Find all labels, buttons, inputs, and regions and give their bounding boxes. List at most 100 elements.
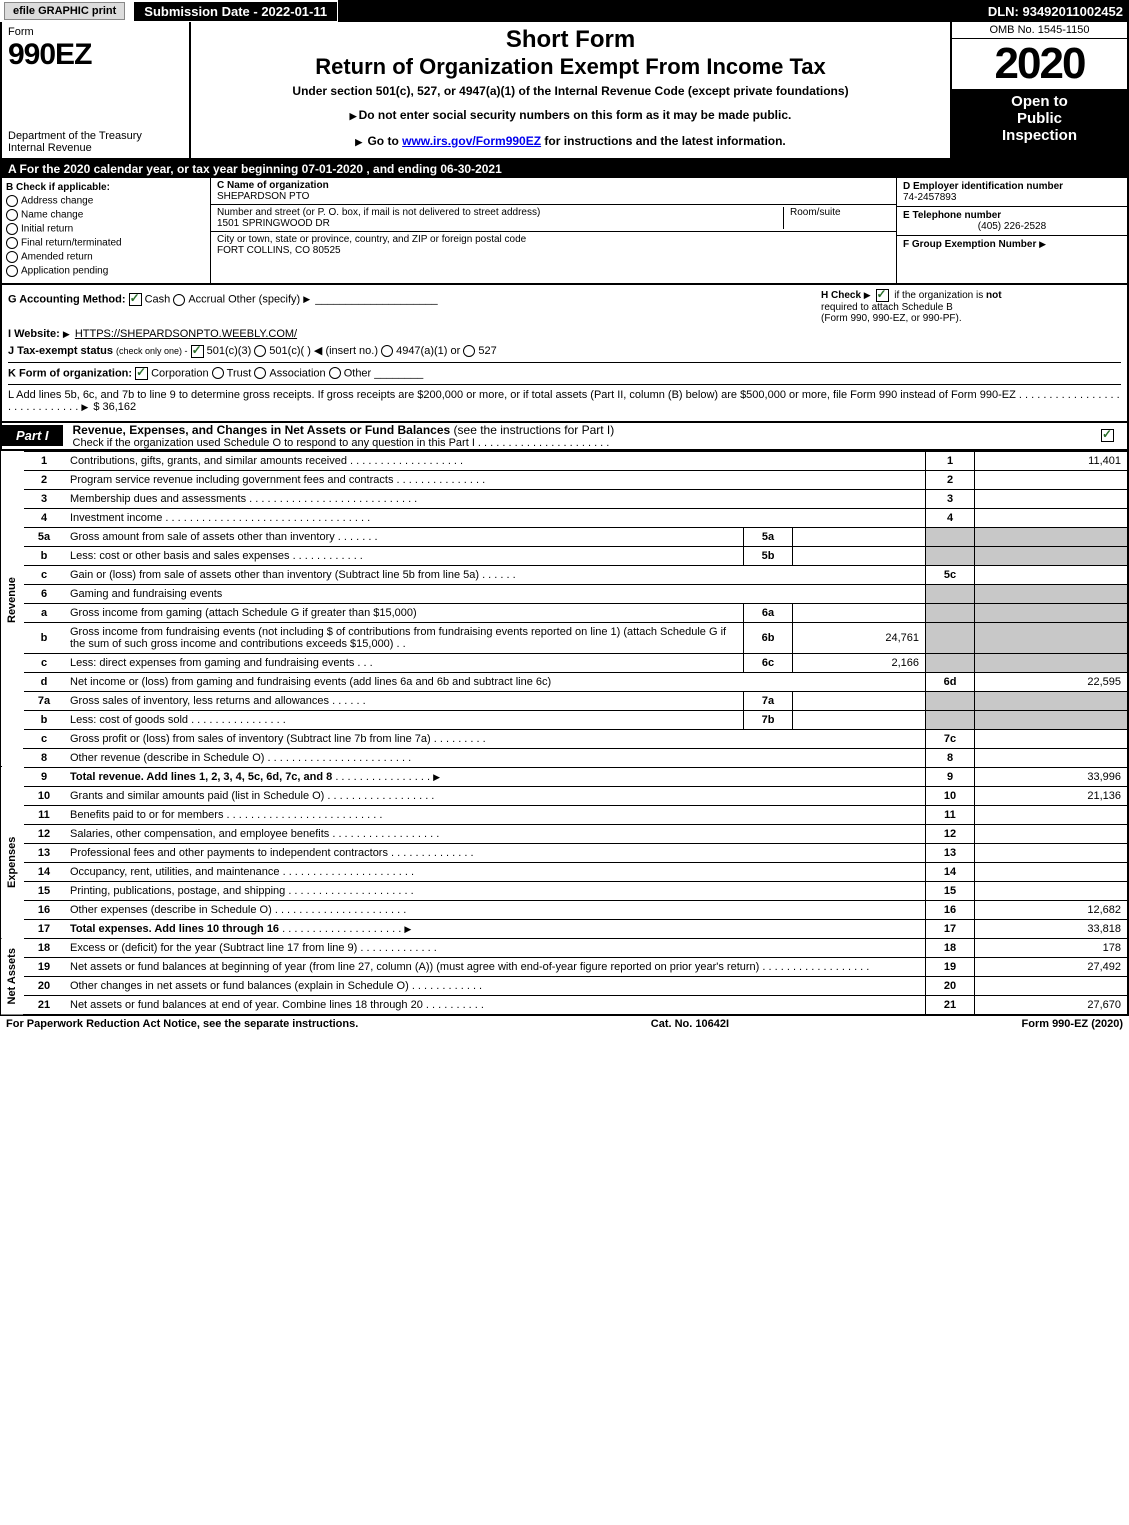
check-corporation[interactable]	[135, 367, 148, 380]
check-application-pending[interactable]: Application pending	[6, 265, 206, 277]
phone-label: E Telephone number	[903, 210, 1121, 221]
table-row: 14 Occupancy, rent, utilities, and maint…	[1, 862, 1128, 881]
omb-number: OMB No. 1545-1150	[952, 22, 1127, 39]
tax-period-bar: A For the 2020 calendar year, or tax yea…	[0, 160, 1129, 178]
arrow-icon	[350, 108, 359, 122]
form-title-main: Return of Organization Exempt From Incom…	[315, 54, 826, 80]
street-address: 1501 SPRINGWOOD DR	[217, 218, 330, 229]
table-row: Net Assets 18 Excess or (deficit) for th…	[1, 938, 1128, 957]
check-name-change[interactable]: Name change	[6, 209, 206, 221]
revenue-side-label: Revenue	[1, 451, 24, 748]
table-row: 15 Printing, publications, postage, and …	[1, 881, 1128, 900]
check-accrual[interactable]	[173, 294, 185, 306]
check-501c[interactable]	[254, 345, 266, 357]
form-subtitle: Under section 501(c), 527, or 4947(a)(1)…	[292, 84, 848, 98]
table-row: 20 Other changes in net assets or fund b…	[1, 976, 1128, 995]
tax-year: 2020	[952, 39, 1127, 89]
inspection-line-3: Inspection	[956, 127, 1123, 144]
check-other-org[interactable]	[329, 367, 341, 379]
line-6d-value: 22,595	[975, 672, 1129, 691]
form-title-short: Short Form	[506, 26, 635, 54]
entity-info-grid: B Check if applicable: Address change Na…	[0, 178, 1129, 285]
line-17-value: 33,818	[975, 919, 1129, 938]
accounting-method-label: G Accounting Method:	[8, 293, 126, 305]
footer-paperwork-notice: For Paperwork Reduction Act Notice, see …	[6, 1018, 358, 1030]
inspection-line-1: Open to	[956, 93, 1123, 110]
website-label: I Website:	[8, 328, 60, 340]
dln-number: DLN: 93492011002452	[988, 4, 1129, 19]
address-label: Number and street (or P. O. box, if mail…	[217, 207, 540, 218]
website-url[interactable]: HTTPS://SHEPARDSONPTO.WEEBLY.COM/	[75, 328, 297, 340]
net-assets-side-label: Net Assets	[1, 938, 24, 1015]
table-row: 7a Gross sales of inventory, less return…	[1, 691, 1128, 710]
line-1-value: 11,401	[975, 451, 1129, 470]
table-row: 9 Total revenue. Add lines 1, 2, 3, 4, 5…	[1, 767, 1128, 786]
table-row: c Gain or (loss) from sale of assets oth…	[1, 565, 1128, 584]
line-10-value: 21,136	[975, 786, 1129, 805]
goto-suffix: for instructions and the latest informat…	[544, 134, 785, 148]
table-row: b Less: cost of goods sold . . . . . . .…	[1, 710, 1128, 729]
city-state-zip: FORT COLLINS, CO 80525	[217, 245, 341, 256]
table-row: 5a Gross amount from sale of assets othe…	[1, 527, 1128, 546]
line-21-value: 27,670	[975, 995, 1129, 1015]
table-row: 17 Total expenses. Add lines 10 through …	[1, 919, 1128, 938]
department-line-2: Internal Revenue	[8, 142, 183, 154]
part-1-label: Part I	[2, 425, 63, 446]
form-header: Form 990EZ Department of the Treasury In…	[0, 22, 1129, 160]
line-6b-value: 24,761	[793, 622, 926, 653]
arrow-icon	[303, 293, 312, 305]
goto-prefix: Go to	[367, 134, 402, 148]
table-row: 12 Salaries, other compensation, and emp…	[1, 824, 1128, 843]
submission-date: Submission Date - 2022-01-11	[133, 1, 338, 22]
check-address-change[interactable]: Address change	[6, 195, 206, 207]
arrow-icon	[63, 328, 72, 340]
footer-form-number: 990-EZ	[1052, 1018, 1088, 1030]
ssn-warning: Do not enter social security numbers on …	[359, 108, 792, 122]
table-row: 6 Gaming and fundraising events	[1, 584, 1128, 603]
lower-info-block: G Accounting Method: Cash Accrual Other …	[0, 285, 1129, 423]
arrow-icon	[404, 923, 413, 935]
expenses-side-label: Expenses	[1, 786, 24, 938]
top-bar: efile GRAPHIC print Submission Date - 20…	[0, 0, 1129, 22]
table-row: 13 Professional fees and other payments …	[1, 843, 1128, 862]
arrow-icon	[81, 401, 90, 413]
table-row: 19 Net assets or fund balances at beginn…	[1, 957, 1128, 976]
line-l-text: L Add lines 5b, 6c, and 7b to line 9 to …	[8, 389, 1016, 401]
group-exemption-label: F Group Exemption Number	[903, 239, 1036, 250]
part-1-schedule-o-text: Check if the organization used Schedule …	[73, 437, 475, 449]
table-row: d Net income or (loss) from gaming and f…	[1, 672, 1128, 691]
city-label: City or town, state or province, country…	[217, 234, 526, 245]
check-schedule-o-part1[interactable]	[1101, 429, 1114, 442]
room-suite-label: Room/suite	[790, 207, 841, 218]
form-number: 990EZ	[8, 38, 183, 72]
form-of-org-label: K Form of organization:	[8, 367, 132, 379]
arrow-icon	[433, 771, 442, 783]
part-1-header: Part I Revenue, Expenses, and Changes in…	[0, 423, 1129, 451]
check-527[interactable]	[463, 345, 475, 357]
check-trust[interactable]	[212, 367, 224, 379]
line-9-value: 33,996	[975, 767, 1129, 786]
table-row: Expenses 10 Grants and similar amounts p…	[1, 786, 1128, 805]
part-1-title: Revenue, Expenses, and Changes in Net As…	[73, 423, 451, 437]
check-amended-return[interactable]: Amended return	[6, 251, 206, 263]
arrow-icon	[864, 290, 873, 301]
check-501c3[interactable]	[191, 345, 204, 358]
check-4947[interactable]	[381, 345, 393, 357]
ein-value: 74-2457893	[903, 192, 1121, 203]
check-final-return[interactable]: Final return/terminated	[6, 237, 206, 249]
table-row: 21 Net assets or fund balances at end of…	[1, 995, 1128, 1015]
line-18-value: 178	[975, 938, 1129, 957]
check-cash[interactable]	[129, 293, 142, 306]
irs-link[interactable]: www.irs.gov/Form990EZ	[402, 134, 541, 148]
table-row: 4 Investment income . . . . . . . . . . …	[1, 508, 1128, 527]
form-label: Form	[8, 26, 183, 38]
org-name: SHEPARDSON PTO	[217, 191, 309, 202]
line-16-value: 12,682	[975, 900, 1129, 919]
check-schedule-b-not-required[interactable]	[876, 289, 889, 302]
check-initial-return[interactable]: Initial return	[6, 223, 206, 235]
table-row: 16 Other expenses (describe in Schedule …	[1, 900, 1128, 919]
check-association[interactable]	[254, 367, 266, 379]
line-19-value: 27,492	[975, 957, 1129, 976]
efile-print-button[interactable]: efile GRAPHIC print	[4, 2, 125, 20]
table-row: c Less: direct expenses from gaming and …	[1, 653, 1128, 672]
